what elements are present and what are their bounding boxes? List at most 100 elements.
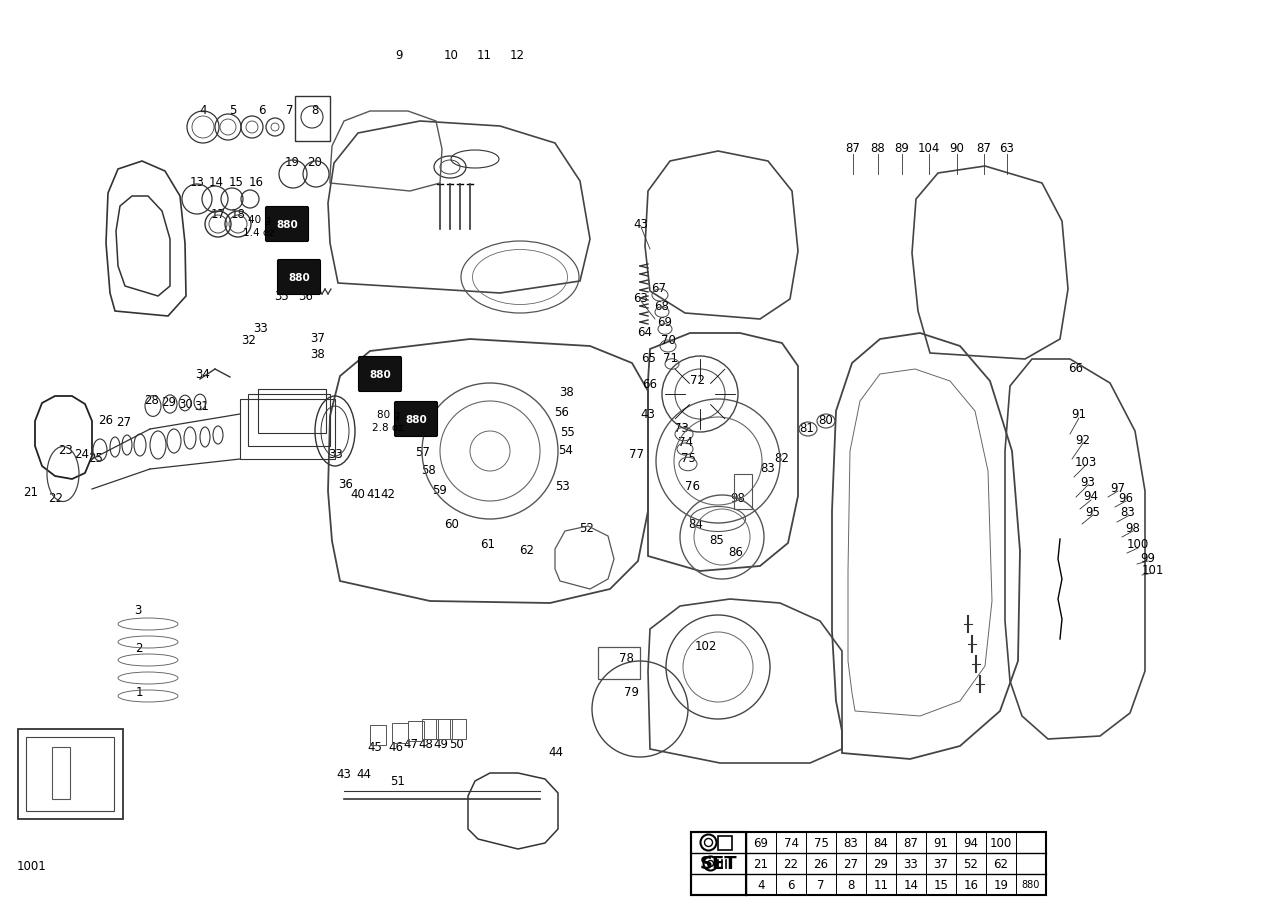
Bar: [294, 97, 330, 142]
Text: 95: 95: [1085, 505, 1101, 518]
Text: 90: 90: [950, 141, 964, 154]
Text: 19: 19: [993, 878, 1009, 891]
Bar: [422, 719, 438, 739]
Text: 60: 60: [444, 517, 460, 530]
Text: 2: 2: [136, 640, 143, 654]
Text: 26: 26: [99, 413, 114, 426]
Text: 79: 79: [623, 685, 639, 698]
Text: 75: 75: [681, 451, 695, 464]
Text: 8: 8: [847, 878, 855, 891]
Text: 43: 43: [634, 217, 649, 230]
Text: 51: 51: [390, 774, 406, 788]
Text: 7: 7: [817, 878, 824, 891]
Text: 80 g: 80 g: [376, 410, 399, 420]
Text: 87: 87: [977, 141, 992, 154]
Text: 94: 94: [1083, 490, 1098, 503]
Text: 22: 22: [783, 857, 799, 870]
Bar: [436, 719, 452, 739]
Text: 103: 103: [1075, 455, 1097, 468]
Text: 101: 101: [1142, 563, 1165, 576]
Text: 880: 880: [406, 415, 426, 425]
Text: 24: 24: [74, 448, 90, 461]
Text: 32: 32: [242, 333, 256, 346]
Text: 67: 67: [652, 282, 667, 295]
Text: 37: 37: [311, 331, 325, 344]
Text: 66: 66: [643, 378, 658, 391]
Text: 6: 6: [259, 103, 266, 117]
Text: 34: 34: [196, 368, 210, 381]
Text: 49: 49: [434, 738, 448, 751]
Text: 28: 28: [145, 393, 160, 406]
Text: 37: 37: [933, 857, 948, 870]
Bar: [241, 400, 335, 459]
FancyBboxPatch shape: [265, 208, 308, 242]
Text: 104: 104: [918, 141, 941, 154]
Text: 46: 46: [389, 741, 403, 753]
Text: 66: 66: [1069, 361, 1083, 374]
Text: 33: 33: [329, 447, 343, 460]
Text: 21: 21: [23, 486, 38, 499]
Bar: [259, 390, 326, 434]
Text: 27: 27: [116, 416, 132, 429]
Text: 1.4 oz: 1.4 oz: [243, 228, 275, 238]
Text: 87: 87: [904, 836, 919, 849]
Text: 81: 81: [800, 421, 814, 434]
Text: 85: 85: [709, 533, 724, 546]
Text: 13: 13: [189, 175, 205, 189]
Text: 15: 15: [933, 878, 948, 891]
Text: 19: 19: [284, 156, 300, 169]
Text: 91: 91: [1071, 408, 1087, 421]
Text: 35: 35: [275, 289, 289, 302]
Text: 8: 8: [311, 103, 319, 117]
FancyBboxPatch shape: [278, 261, 320, 295]
Text: 38: 38: [559, 385, 575, 398]
Text: 44: 44: [357, 768, 371, 781]
Text: 880: 880: [369, 370, 390, 380]
Text: 42: 42: [380, 487, 396, 500]
Text: 21: 21: [754, 857, 768, 870]
Text: 11: 11: [873, 878, 888, 891]
Text: 64: 64: [637, 326, 653, 339]
Text: 62: 62: [993, 857, 1009, 870]
Text: 82: 82: [774, 451, 790, 464]
Text: 40 g: 40 g: [247, 215, 270, 225]
Text: 30: 30: [179, 398, 193, 411]
Text: 41: 41: [366, 487, 381, 500]
Text: 52: 52: [964, 857, 978, 870]
Text: 57: 57: [416, 446, 430, 459]
Text: 6: 6: [787, 878, 795, 891]
FancyBboxPatch shape: [394, 402, 438, 437]
Text: 74: 74: [783, 836, 799, 849]
Text: 1001: 1001: [17, 860, 47, 873]
Text: 102: 102: [695, 639, 717, 651]
Text: 9: 9: [396, 48, 403, 61]
Text: 100: 100: [989, 836, 1012, 849]
Text: 4: 4: [200, 103, 207, 117]
Text: 7: 7: [287, 103, 293, 117]
Text: 73: 73: [673, 421, 689, 434]
Bar: [691, 832, 746, 895]
Text: 75: 75: [814, 836, 828, 849]
Text: 65: 65: [641, 351, 657, 364]
Text: 48: 48: [419, 738, 434, 751]
Text: 12: 12: [509, 48, 525, 61]
Text: 100: 100: [1126, 537, 1149, 551]
Text: 89: 89: [895, 141, 909, 154]
Text: 38: 38: [311, 347, 325, 360]
Text: 52: 52: [580, 521, 594, 534]
Text: 26: 26: [814, 857, 828, 870]
Text: 43: 43: [337, 768, 352, 781]
Text: 5: 5: [229, 103, 237, 117]
Text: 16: 16: [248, 175, 264, 189]
Text: 78: 78: [618, 650, 634, 664]
Bar: [18, 729, 123, 819]
Bar: [691, 832, 1046, 895]
Text: 36: 36: [339, 477, 353, 490]
Text: 1: 1: [136, 686, 143, 699]
Text: 10: 10: [444, 48, 458, 61]
Text: 94: 94: [964, 836, 978, 849]
Bar: [392, 723, 408, 743]
Text: 55: 55: [559, 425, 575, 438]
Text: 25: 25: [88, 451, 104, 464]
Bar: [598, 648, 640, 680]
